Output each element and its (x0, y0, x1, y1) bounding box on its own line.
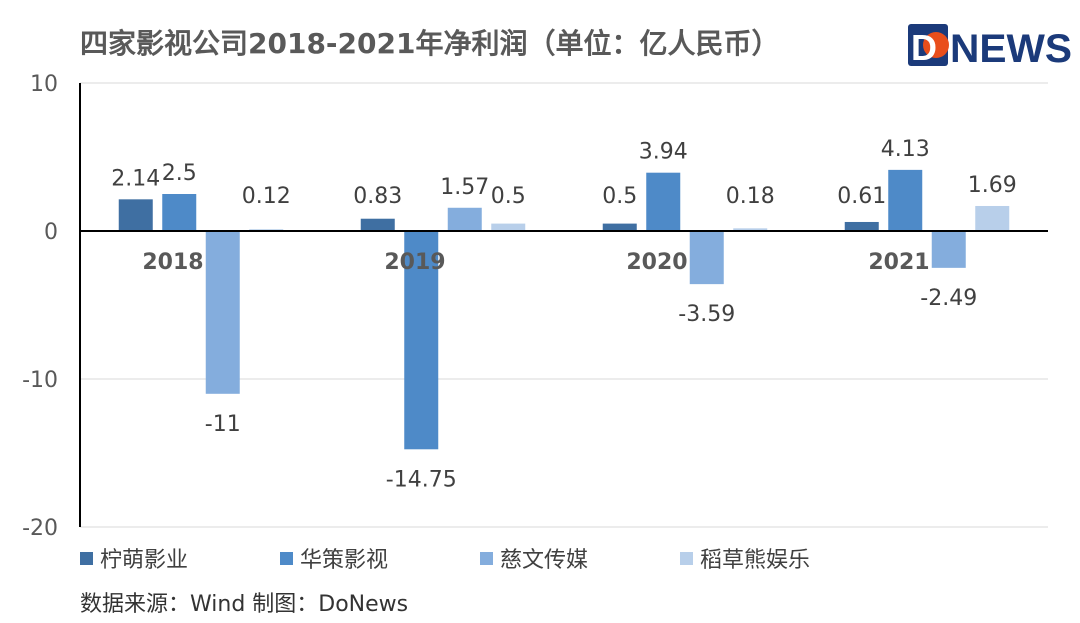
legend-swatch (80, 551, 93, 565)
bar-3 (205, 231, 240, 394)
data-label: -3.59 (678, 302, 735, 327)
data-label: 4.13 (881, 137, 930, 162)
bar-1 (602, 223, 637, 231)
data-label: 0.5 (491, 184, 526, 209)
bar-1 (360, 218, 395, 231)
legend-swatch (280, 551, 294, 565)
data-label: 1.57 (440, 175, 489, 200)
y-tick-label: 0 (44, 220, 58, 245)
data-label: 2.5 (162, 161, 197, 186)
data-label: 2.14 (111, 166, 160, 191)
bar-4 (491, 223, 526, 231)
legend-item: 华策影视 (280, 542, 388, 574)
legend-item: 慈文传媒 (480, 542, 588, 574)
y-tick-label: -20 (22, 516, 58, 541)
category-label: 2020 (626, 250, 687, 275)
bar-3 (931, 231, 966, 268)
data-label: 1.69 (968, 173, 1017, 198)
data-label: 0.61 (837, 184, 886, 209)
legend-label: 慈文传媒 (500, 548, 589, 573)
data-label: 0.5 (602, 184, 637, 209)
bar-2 (162, 194, 197, 231)
bar-1 (844, 221, 879, 231)
legend-label: 稻草熊娱乐 (700, 548, 811, 573)
bar-4 (975, 205, 1010, 231)
data-label: -2.49 (920, 286, 977, 311)
axis-layer (79, 83, 1048, 527)
labels-layer: 10 0 -10 -20 2.14 2.5 -11 0.12 2018 0.83 -14.75 1.5… (22, 72, 1017, 541)
bar-4 (733, 228, 768, 231)
legend: 柠萌影业 华策影视 慈文传媒 稻草熊娱乐 (80, 540, 810, 576)
chart-title: 四家影视公司2018-2021年净利润（单位：亿人民币） (80, 27, 780, 60)
category-label: 2018 (142, 250, 203, 275)
bar-2 (888, 169, 923, 231)
bar-3 (447, 207, 482, 231)
data-label: -14.75 (386, 467, 457, 492)
logo-text-do: D (911, 27, 937, 68)
donews-logo: D NEWS (908, 24, 1072, 71)
logo-text-news: NEWS (950, 27, 1072, 71)
data-label: 3.94 (639, 140, 688, 165)
bar-3 (689, 231, 724, 285)
y-tick-label: -10 (22, 368, 58, 393)
source-note: 数据来源：Wind 制图：DoNews (80, 592, 409, 617)
legend-item: 柠萌影业 (80, 542, 188, 574)
bars-layer (118, 169, 1010, 450)
logo-dot (923, 32, 949, 58)
bar-1 (118, 199, 153, 231)
legend-item: 稻草熊娱乐 (680, 542, 810, 574)
legend-label: 柠萌影业 (100, 548, 189, 573)
data-label: -11 (205, 412, 241, 437)
data-label: 0.18 (726, 184, 775, 209)
grid-layer (80, 82, 1048, 528)
bar-2 (646, 172, 681, 231)
legend-swatch (680, 551, 694, 565)
data-label: 0.83 (353, 184, 402, 209)
bar-2 (404, 231, 439, 450)
y-tick-label: 10 (30, 72, 58, 97)
category-label: 2019 (384, 250, 445, 275)
legend-swatch (480, 551, 494, 565)
category-label: 2021 (868, 250, 929, 275)
legend-label: 华策影视 (300, 548, 389, 573)
data-label: 0.12 (242, 184, 291, 209)
